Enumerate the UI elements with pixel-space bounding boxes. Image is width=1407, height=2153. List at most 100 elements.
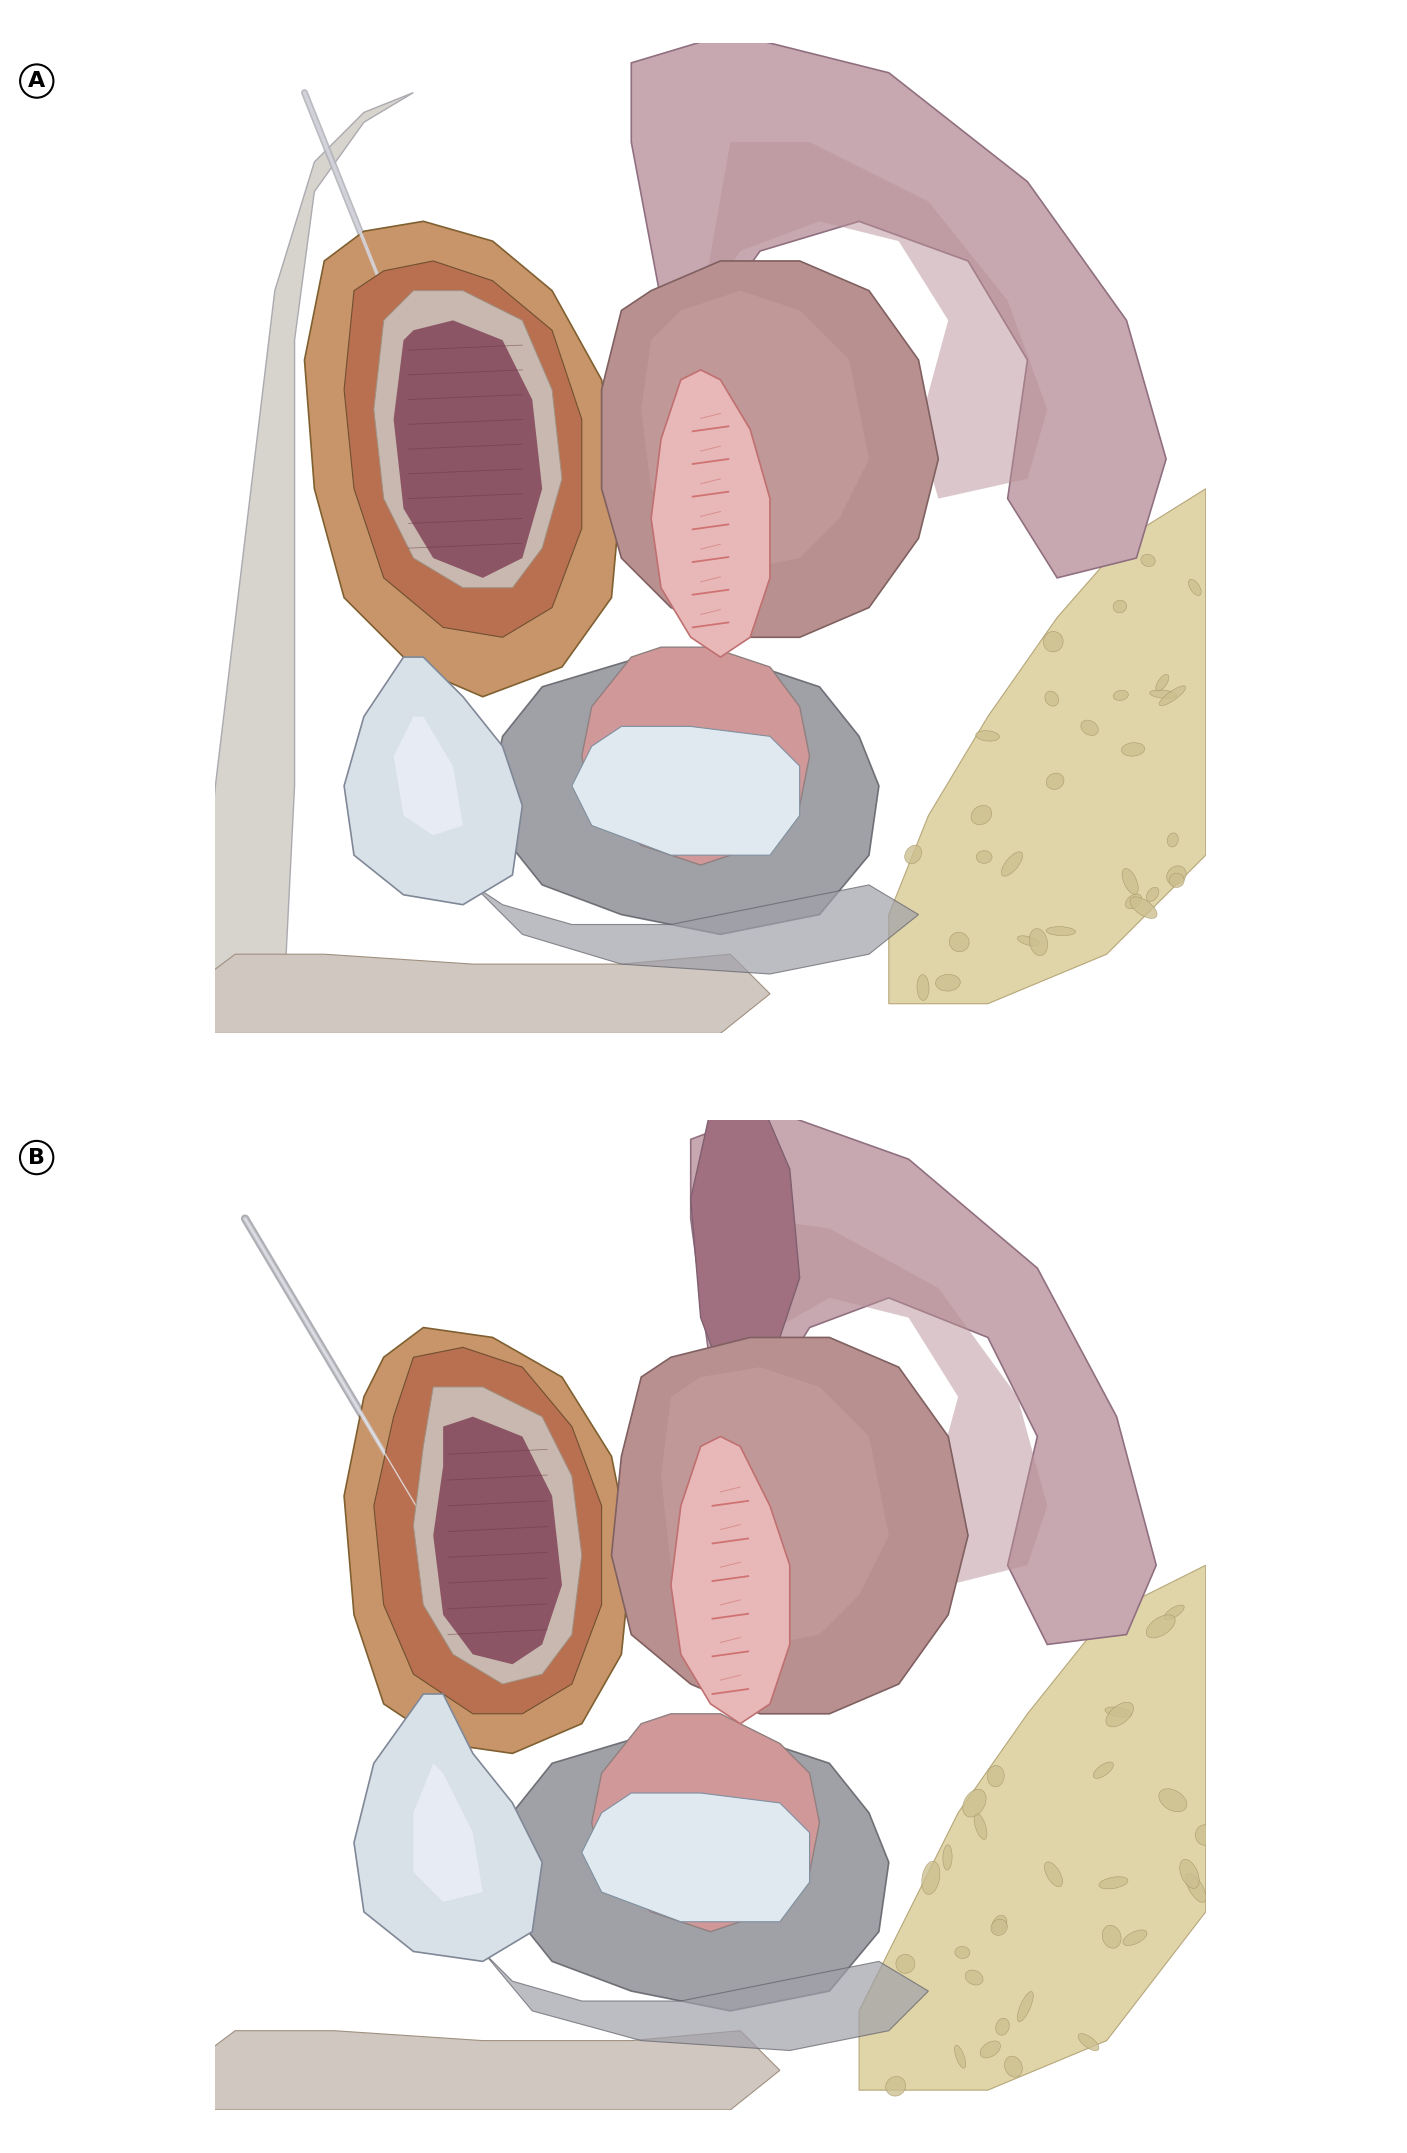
Ellipse shape: [896, 1955, 915, 1974]
Ellipse shape: [981, 2041, 1000, 2058]
Ellipse shape: [917, 975, 929, 1001]
Polygon shape: [473, 885, 919, 973]
Ellipse shape: [1045, 691, 1058, 706]
Ellipse shape: [976, 850, 992, 863]
Polygon shape: [889, 489, 1206, 1003]
Polygon shape: [720, 1219, 1047, 1585]
Polygon shape: [492, 657, 879, 934]
Ellipse shape: [991, 1918, 1007, 1936]
Ellipse shape: [1123, 1929, 1147, 1946]
Polygon shape: [196, 954, 770, 1033]
Polygon shape: [433, 1417, 561, 1664]
Ellipse shape: [1150, 689, 1176, 698]
Ellipse shape: [1157, 674, 1169, 691]
Ellipse shape: [996, 2017, 1009, 2035]
Polygon shape: [196, 93, 414, 984]
Ellipse shape: [1017, 937, 1040, 945]
Polygon shape: [374, 291, 561, 588]
Ellipse shape: [1044, 631, 1064, 652]
Ellipse shape: [988, 1765, 1005, 1787]
Polygon shape: [691, 1100, 799, 1397]
Text: A: A: [28, 71, 45, 90]
Ellipse shape: [1113, 601, 1127, 614]
Ellipse shape: [1159, 687, 1186, 706]
Ellipse shape: [1005, 2056, 1023, 2078]
Ellipse shape: [1186, 1873, 1206, 1903]
Ellipse shape: [1102, 1925, 1121, 1948]
Ellipse shape: [955, 1946, 969, 1959]
Ellipse shape: [1179, 1860, 1199, 1888]
Ellipse shape: [974, 1813, 986, 1839]
Ellipse shape: [1081, 719, 1099, 736]
Ellipse shape: [962, 1789, 986, 1817]
Polygon shape: [196, 2030, 779, 2110]
Ellipse shape: [1121, 743, 1145, 756]
Polygon shape: [355, 1694, 542, 1961]
Polygon shape: [345, 657, 522, 904]
Polygon shape: [701, 142, 1047, 499]
Ellipse shape: [971, 805, 992, 825]
Polygon shape: [502, 1733, 889, 2011]
Text: B: B: [28, 1148, 45, 1167]
Polygon shape: [860, 1565, 1206, 2091]
Ellipse shape: [992, 1916, 1007, 1933]
Ellipse shape: [1002, 853, 1023, 876]
Polygon shape: [304, 222, 622, 698]
Polygon shape: [661, 1367, 889, 1645]
Ellipse shape: [1030, 928, 1048, 956]
Ellipse shape: [1159, 1789, 1186, 1813]
Ellipse shape: [1147, 1615, 1175, 1638]
Ellipse shape: [1044, 1862, 1062, 1886]
Ellipse shape: [1147, 887, 1159, 902]
Ellipse shape: [1189, 579, 1202, 596]
Polygon shape: [612, 1337, 968, 1714]
Ellipse shape: [1141, 553, 1155, 566]
Polygon shape: [581, 1793, 809, 1923]
Ellipse shape: [950, 932, 969, 952]
Ellipse shape: [965, 1970, 983, 1985]
Ellipse shape: [936, 975, 961, 990]
Ellipse shape: [1168, 833, 1178, 846]
Ellipse shape: [1099, 1877, 1128, 1888]
Polygon shape: [642, 291, 870, 568]
Polygon shape: [581, 648, 809, 866]
Polygon shape: [414, 1763, 483, 1901]
Ellipse shape: [954, 2045, 965, 2069]
Polygon shape: [184, 2149, 1407, 2153]
Ellipse shape: [1164, 1604, 1185, 1619]
Ellipse shape: [1104, 1707, 1131, 1718]
Polygon shape: [345, 261, 581, 637]
Ellipse shape: [1017, 1992, 1033, 2022]
Polygon shape: [632, 32, 1166, 577]
Ellipse shape: [1166, 866, 1186, 885]
Ellipse shape: [1047, 926, 1075, 937]
Polygon shape: [345, 1328, 632, 1753]
Polygon shape: [671, 1436, 789, 1725]
Ellipse shape: [1130, 898, 1157, 919]
Ellipse shape: [886, 2075, 906, 2097]
Ellipse shape: [905, 846, 922, 863]
Polygon shape: [394, 321, 542, 577]
Polygon shape: [374, 1348, 602, 1714]
Polygon shape: [651, 370, 770, 657]
Polygon shape: [691, 1109, 1157, 1645]
Polygon shape: [106, 1083, 1407, 1895]
Ellipse shape: [1126, 893, 1141, 909]
Polygon shape: [592, 1714, 819, 1931]
Ellipse shape: [1113, 691, 1128, 700]
Ellipse shape: [922, 1862, 940, 1895]
Ellipse shape: [1047, 773, 1064, 790]
Ellipse shape: [975, 730, 999, 741]
Polygon shape: [571, 726, 799, 855]
Polygon shape: [414, 1387, 581, 1684]
Ellipse shape: [1123, 868, 1138, 893]
Ellipse shape: [1169, 874, 1185, 887]
Ellipse shape: [1093, 1761, 1113, 1778]
Ellipse shape: [1196, 1826, 1214, 1845]
Polygon shape: [483, 1951, 929, 2050]
Polygon shape: [602, 261, 938, 637]
Ellipse shape: [1106, 1703, 1134, 1727]
Ellipse shape: [1078, 2035, 1099, 2050]
Polygon shape: [215, 43, 1206, 1033]
Polygon shape: [394, 717, 463, 835]
